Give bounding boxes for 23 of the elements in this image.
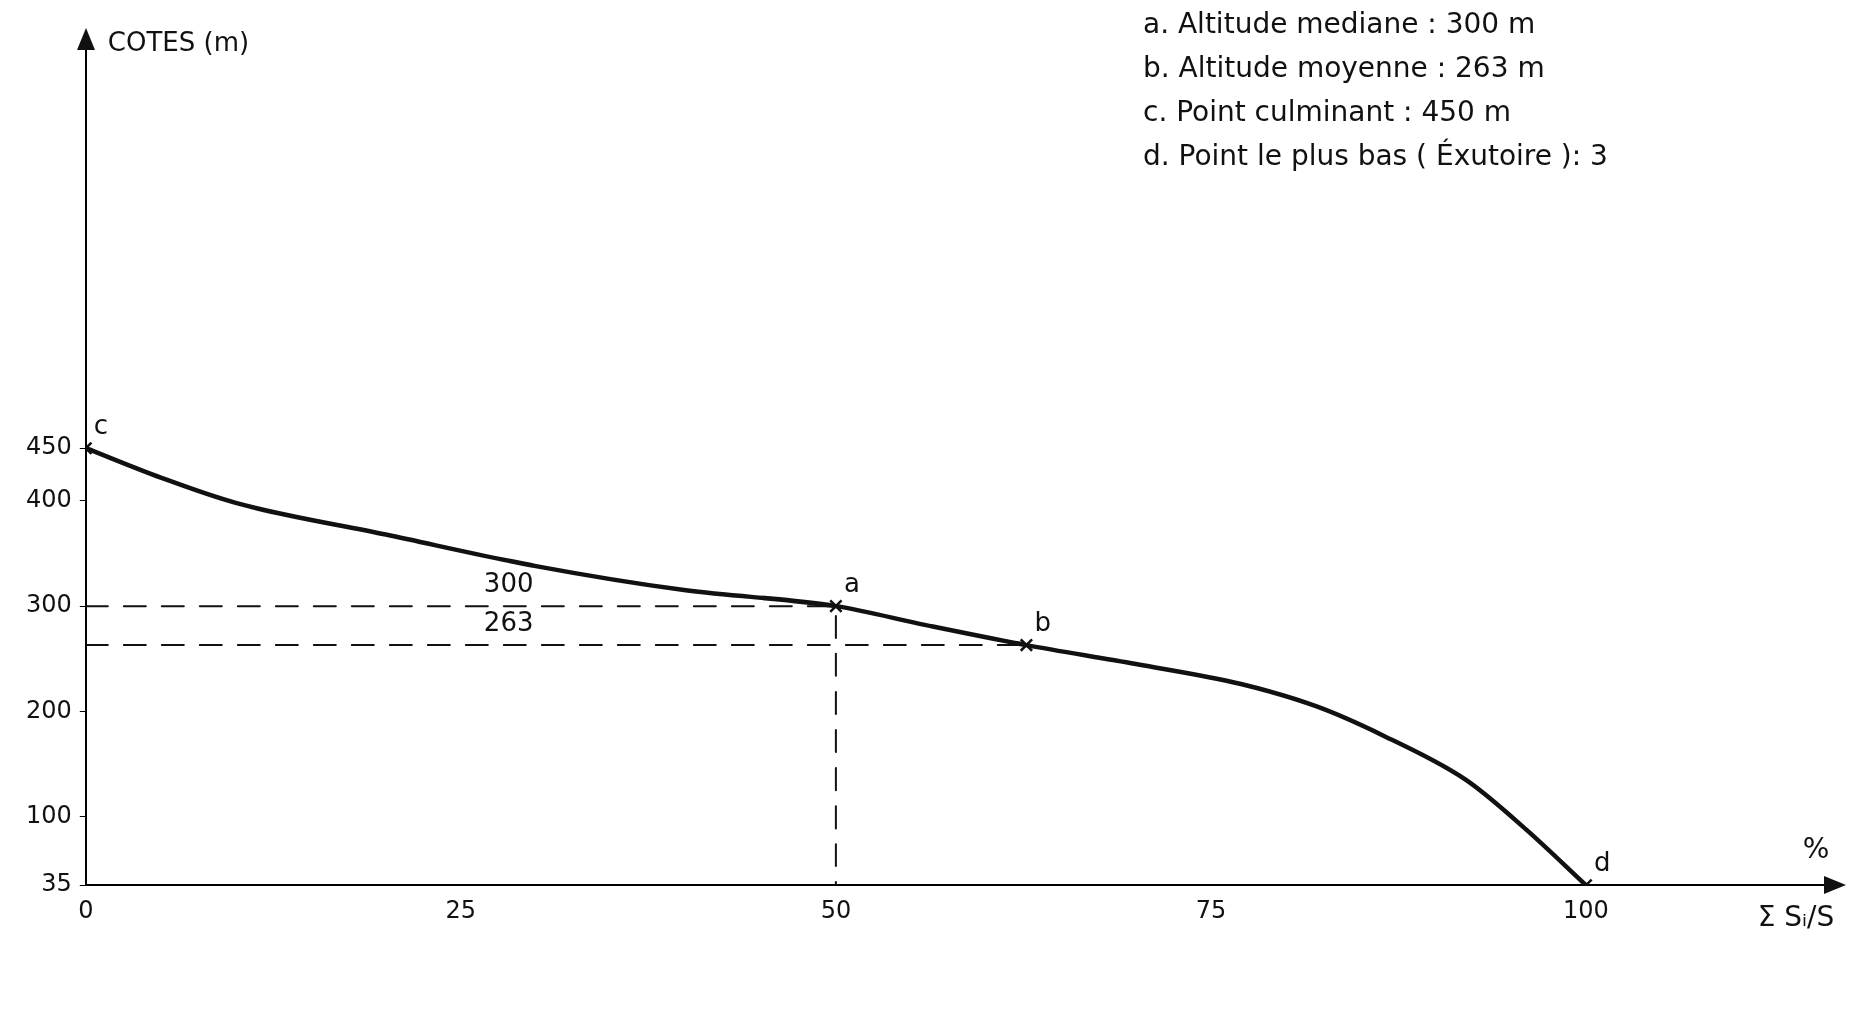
x-tick-label: 75: [1195, 895, 1227, 924]
annotation: 263: [483, 606, 534, 637]
annotation: b. Altitude moyenne : 263 m: [1143, 51, 1545, 85]
y-tick-label: 400: [26, 485, 72, 514]
annotation: d. Point le plus bas ( Éxutoire ): 3: [1143, 138, 1608, 173]
text: a. Altitude mediane : 300 m: [1143, 7, 1536, 41]
x-tick-label: 100: [1563, 895, 1609, 924]
annotation: b: [1034, 606, 1051, 637]
y-tick-label: 450: [26, 432, 72, 461]
annotation: d: [1593, 846, 1611, 877]
y-tick-label: 200: [26, 695, 72, 724]
y-tick-label: 35: [41, 869, 72, 898]
annotation: c. Point culminant : 450 m: [1143, 95, 1512, 129]
text: % Σ Sᵢ/S: [1757, 832, 1835, 934]
annotation: 300: [483, 567, 534, 598]
x-tick-label: 50: [820, 895, 852, 924]
annotation: a: [843, 567, 860, 598]
x-tick-label: 25: [445, 895, 477, 924]
x-tick-label: 0: [78, 895, 94, 924]
y-tick-label: 300: [26, 590, 72, 619]
y-axis-title: COTES (m): [107, 26, 250, 57]
y-tick-label: 100: [26, 800, 72, 829]
annotation: c: [93, 409, 109, 440]
